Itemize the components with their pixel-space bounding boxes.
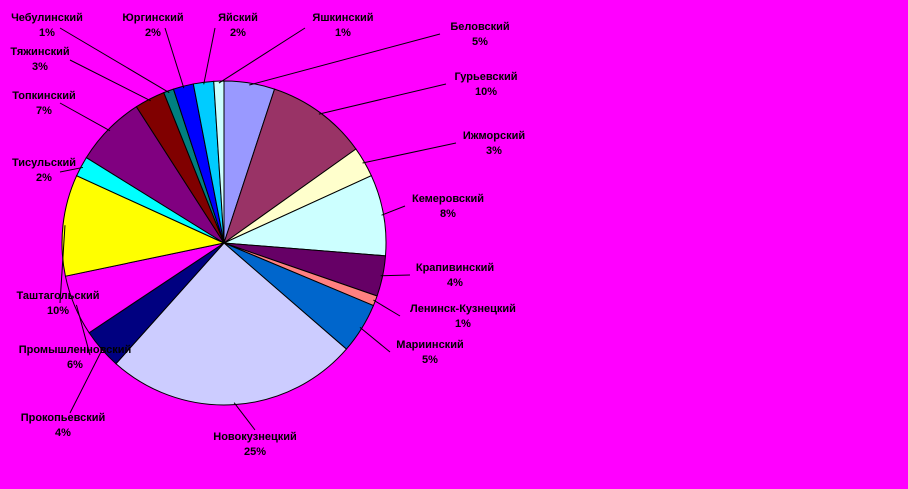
slice-label-крапивинский: Крапивинский 4% xyxy=(416,262,494,289)
pie-slice-новокузнецкий xyxy=(115,242,348,406)
pie-slice-таштагольский xyxy=(61,175,226,277)
pie-slices xyxy=(61,80,387,406)
slice-label-ленинск-кузнецкий: Ленинск-Кузнецкий 1% xyxy=(410,303,516,330)
slice-percent: 10% xyxy=(475,86,497,98)
leader-line-новокузнецкий xyxy=(233,402,256,431)
slice-percent: 10% xyxy=(47,305,69,317)
slice-label-юргинский: Юргинский 2% xyxy=(122,12,183,39)
slice-percent: 3% xyxy=(486,145,502,157)
slice-name: Мариинский xyxy=(396,339,463,351)
slice-label-мариинский: Мариинский 5% xyxy=(396,339,463,366)
leader-line-кемеровский xyxy=(381,205,406,216)
pie-slice-яшкинский xyxy=(213,80,225,244)
slice-name: Яйский xyxy=(218,12,258,24)
slice-label-промышленновский: Промышленновский 6% xyxy=(19,344,132,371)
slice-percent: 1% xyxy=(455,318,471,330)
leader-line-ижморский xyxy=(362,142,457,164)
slice-name: Крапивинский xyxy=(416,262,494,274)
slice-percent: 1% xyxy=(335,27,351,39)
leader-lines xyxy=(59,27,457,431)
leader-line-беловский xyxy=(249,33,441,86)
slice-percent: 7% xyxy=(36,105,52,117)
slice-percent: 2% xyxy=(145,27,161,39)
slice-percent: 2% xyxy=(36,172,52,184)
slice-name: Кемеровский xyxy=(412,193,484,205)
slice-name: Беловский xyxy=(450,21,509,33)
slice-name: Гурьевский xyxy=(454,71,517,83)
leader-line-гурьевский xyxy=(318,83,447,115)
slice-name: Прокопьевский xyxy=(21,412,106,424)
leader-line-тисульский xyxy=(59,166,84,173)
slice-label-ижморский: Ижморский 3% xyxy=(463,130,525,157)
slice-name: Промышленновский xyxy=(19,344,132,356)
slice-name: Юргинский xyxy=(122,12,183,24)
slice-label-тисульский: Тисульский 2% xyxy=(12,157,76,184)
slice-label-кемеровский: Кемеровский 8% xyxy=(412,193,484,220)
leader-line-яйский xyxy=(203,27,216,85)
leader-line-юргинский xyxy=(164,27,185,89)
slice-label-яйский: Яйский 2% xyxy=(218,12,258,39)
slice-name: Новокузнецкий xyxy=(213,431,297,443)
slice-label-новокузнецкий: Новокузнецкий 25% xyxy=(213,431,297,458)
leader-line-топкинский xyxy=(59,102,111,132)
slice-name: Ленинск-Кузнецкий xyxy=(410,303,516,315)
slice-label-тяжинский: Тяжинский 3% xyxy=(10,46,69,73)
slice-name: Топкинский xyxy=(12,90,75,102)
leader-line-яшкинский xyxy=(218,27,306,84)
slice-percent: 3% xyxy=(32,61,48,73)
slice-name: Тисульский xyxy=(12,157,76,169)
slice-percent: 4% xyxy=(447,277,463,289)
slice-name: Таштагольский xyxy=(16,290,99,302)
slice-label-прокопьевский: Прокопьевский 4% xyxy=(21,412,106,439)
leader-line-прокопьевский xyxy=(69,347,104,414)
slice-label-гурьевский: Гурьевский 10% xyxy=(454,71,517,98)
leader-line-мариинский xyxy=(359,326,391,353)
slice-percent: 5% xyxy=(472,36,488,48)
slice-name: Тяжинский xyxy=(10,46,69,58)
slice-name: Ижморский xyxy=(463,130,525,142)
slice-percent: 4% xyxy=(55,427,71,439)
leader-line-промышленновский xyxy=(75,304,91,356)
leader-line-таштагольский xyxy=(59,225,66,304)
slice-label-топкинский: Топкинский 7% xyxy=(12,90,75,117)
slice-label-яшкинский: Яшкинский 1% xyxy=(312,12,373,39)
leader-line-чебулинский xyxy=(59,27,170,94)
pie-slice-гурьевский xyxy=(223,88,357,245)
leader-line-тяжинский xyxy=(69,59,151,102)
slice-name: Чебулинский xyxy=(11,12,83,24)
slice-percent: 6% xyxy=(67,359,83,371)
slice-percent: 25% xyxy=(244,446,266,458)
slice-percent: 8% xyxy=(440,208,456,220)
leader-line-ленинск-кузнецкий xyxy=(373,299,401,317)
leader-line-крапивинский xyxy=(380,274,411,277)
slice-name: Яшкинский xyxy=(312,12,373,24)
slice-label-таштагольский: Таштагольский 10% xyxy=(16,290,99,317)
slice-percent: 2% xyxy=(230,27,246,39)
slice-labels: Беловский 5% Гурьевский 10% Ижморский 3% Кемер… xyxy=(10,12,525,458)
slice-label-чебулинский: Чебулинский 1% xyxy=(11,12,83,39)
slice-percent: 1% xyxy=(39,27,55,39)
slice-label-беловский: Беловский 5% xyxy=(450,21,509,48)
slice-percent: 5% xyxy=(422,354,438,366)
